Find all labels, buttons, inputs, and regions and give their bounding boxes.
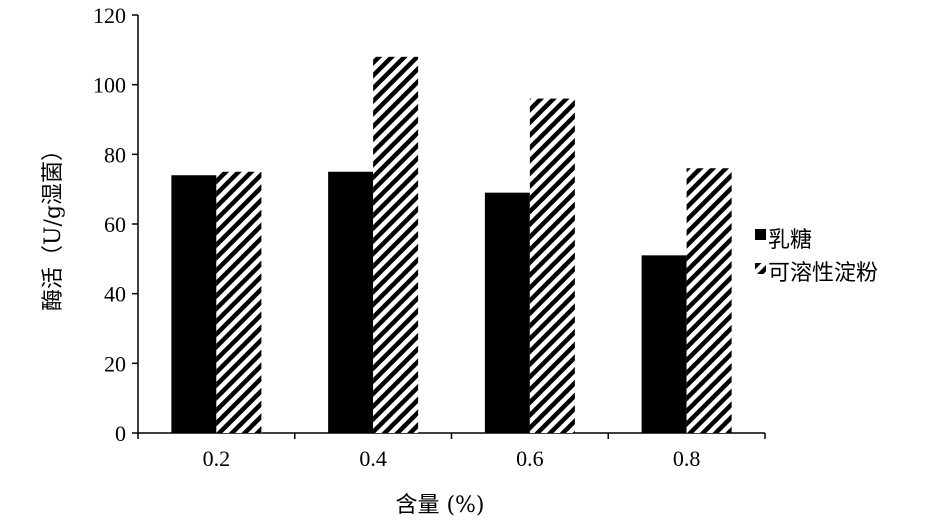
bar-series-1-0.4: [328, 171, 374, 433]
y-axis: 0 20 40 60 80 100 120: [93, 3, 139, 446]
y-tick-label: 120: [93, 3, 126, 28]
bar-series-2-0.8: [686, 168, 732, 433]
x-axis-label: 含量 (%): [395, 493, 484, 518]
legend-label-series-1: 乳糖: [768, 228, 812, 253]
x-tick-label: 0.4: [359, 446, 387, 471]
y-tick-label: 40: [104, 282, 126, 307]
y-axis-label: 酶活（U/g湿菌）: [41, 139, 66, 311]
x-axis: 0.2 0.4 0.6 0.8: [137, 432, 766, 471]
bar-series-2-0.2: [216, 171, 262, 433]
y-tick-label: 60: [104, 212, 126, 237]
legend-label-series-2: 可溶性淀粉: [768, 261, 878, 286]
y-tick-label: 80: [104, 142, 126, 167]
legend-swatch-hatched: [755, 263, 766, 274]
bar-series-2-0.6: [529, 98, 575, 433]
bar-series-2-0.4: [373, 56, 419, 434]
bar-series-1-0.6: [484, 192, 530, 433]
legend-swatch-solid: [755, 229, 766, 240]
bar-series-1-0.8: [641, 255, 687, 433]
legend: 乳糖 可溶性淀粉: [755, 228, 878, 286]
bars: [171, 56, 732, 434]
x-tick-label: 0.6: [516, 446, 544, 471]
bar-series-1-0.2: [171, 175, 217, 433]
y-tick-label: 20: [104, 351, 126, 376]
x-tick-label: 0.8: [673, 446, 701, 471]
y-tick-label: 0: [115, 421, 126, 446]
y-tick-label: 100: [93, 73, 126, 98]
x-tick-label: 0.2: [203, 446, 231, 471]
